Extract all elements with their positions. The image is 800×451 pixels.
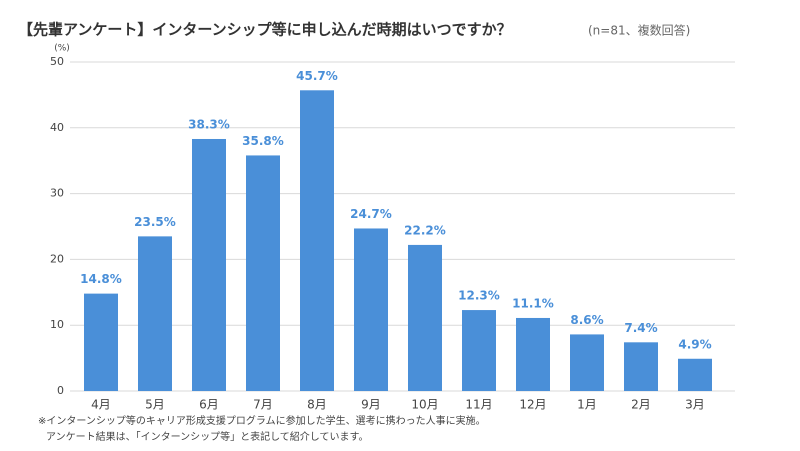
x-tick-label: 12月 bbox=[519, 398, 546, 412]
y-tick-label: 30 bbox=[50, 187, 64, 200]
y-tick-label: 20 bbox=[50, 252, 64, 265]
y-tick-label: 10 bbox=[50, 318, 64, 331]
bar bbox=[138, 236, 172, 391]
y-tick-label: 0 bbox=[57, 384, 64, 397]
bar bbox=[678, 358, 712, 391]
x-tick-label: 3月 bbox=[685, 398, 705, 412]
value-label: 14.8% bbox=[80, 272, 122, 286]
x-tick-label: 7月 bbox=[253, 398, 273, 412]
value-label: 24.7% bbox=[350, 207, 392, 221]
chart-subtitle: (n=81、複数回答) bbox=[588, 23, 690, 38]
note: ※インターンシップ等のキャリア形成支援プログラムに参加した学生、選考に携わった人… bbox=[38, 414, 486, 427]
x-tick-label: 1月 bbox=[577, 398, 597, 412]
value-label: 8.6% bbox=[570, 313, 603, 327]
bar bbox=[354, 228, 388, 391]
x-tick-label: 5月 bbox=[145, 398, 165, 412]
bar bbox=[300, 90, 334, 391]
value-label: 35.8% bbox=[242, 134, 284, 148]
x-tick-label: 4月 bbox=[91, 398, 111, 412]
bar bbox=[570, 334, 604, 391]
value-label: 45.7% bbox=[296, 69, 338, 83]
value-label: 38.3% bbox=[188, 117, 230, 131]
note: アンケート結果は、「インターンシップ等」と表記して紹介しています。 bbox=[46, 430, 369, 443]
value-label: 12.3% bbox=[458, 289, 500, 303]
bar bbox=[192, 138, 226, 391]
value-label: 7.4% bbox=[624, 321, 657, 335]
value-label: 23.5% bbox=[134, 215, 176, 229]
x-tick-label: 9月 bbox=[361, 398, 381, 412]
bar bbox=[462, 310, 496, 391]
bar bbox=[246, 155, 280, 391]
chart-title: 【先輩アンケート】インターンシップ等に申し込んだ時期はいつですか？ bbox=[18, 21, 512, 39]
value-label: 22.2% bbox=[404, 223, 446, 237]
x-tick-label: 2月 bbox=[631, 398, 651, 412]
bar bbox=[84, 293, 118, 391]
x-tick-label: 10月 bbox=[411, 398, 438, 412]
bar bbox=[624, 342, 658, 391]
y-tick-label: 50 bbox=[50, 55, 64, 68]
value-label: 11.1% bbox=[512, 296, 554, 310]
x-tick-label: 6月 bbox=[199, 398, 219, 412]
y-unit: (%) bbox=[54, 44, 70, 54]
bar bbox=[408, 244, 442, 391]
y-tick-label: 40 bbox=[50, 121, 64, 134]
bar bbox=[516, 317, 550, 391]
x-tick-label: 8月 bbox=[307, 398, 327, 412]
value-label: 4.9% bbox=[678, 337, 711, 351]
x-tick-label: 11月 bbox=[465, 398, 492, 412]
